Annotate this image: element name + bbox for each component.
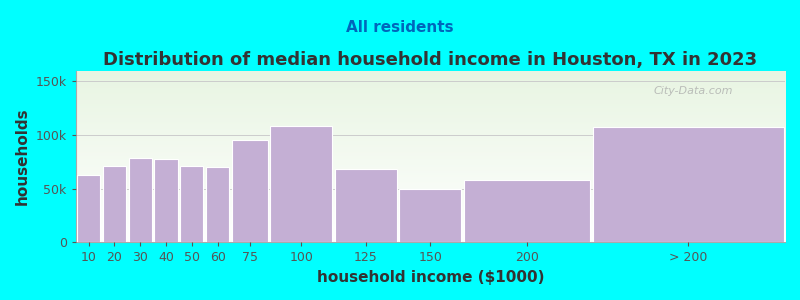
Bar [77,175,100,242]
Y-axis label: households: households [15,108,30,205]
Bar [232,140,268,242]
Text: City-Data.com: City-Data.com [653,86,733,96]
Bar [270,126,332,242]
Title: Distribution of median household income in Houston, TX in 2023: Distribution of median household income … [103,51,758,69]
Bar [180,166,203,242]
Bar [464,180,590,242]
Bar [399,189,462,242]
Bar [102,166,126,242]
Bar [154,159,178,242]
Bar [335,169,397,242]
Bar [206,167,229,242]
X-axis label: household income ($1000): household income ($1000) [317,270,544,285]
Bar [129,158,152,242]
Bar [593,128,784,242]
Text: All residents: All residents [346,20,454,34]
